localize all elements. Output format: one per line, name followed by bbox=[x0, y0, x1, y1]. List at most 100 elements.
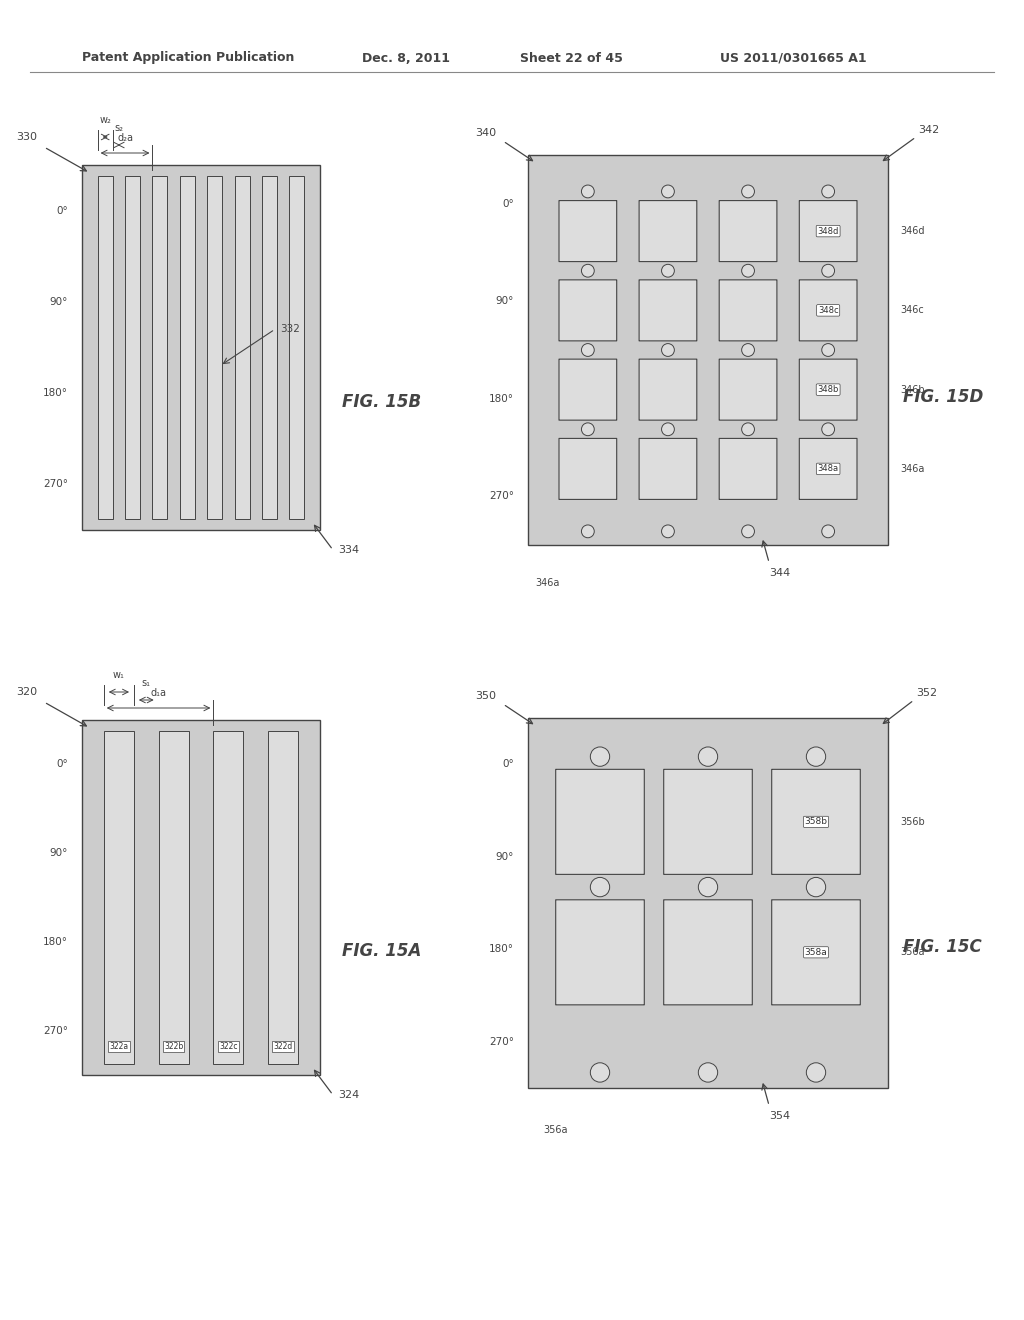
Text: 346c: 346c bbox=[900, 305, 924, 315]
Text: 348c: 348c bbox=[818, 306, 839, 315]
Bar bbox=[97, 176, 113, 519]
Bar bbox=[528, 154, 888, 545]
Bar bbox=[262, 176, 276, 519]
Text: 0°: 0° bbox=[502, 759, 514, 770]
Text: 322a: 322a bbox=[110, 1041, 128, 1051]
Text: 348b: 348b bbox=[817, 385, 839, 395]
Text: 270°: 270° bbox=[489, 491, 514, 502]
Text: 356a: 356a bbox=[900, 948, 925, 957]
Circle shape bbox=[698, 878, 718, 896]
Circle shape bbox=[590, 1063, 609, 1082]
Text: Dec. 8, 2011: Dec. 8, 2011 bbox=[362, 51, 450, 65]
Text: 342: 342 bbox=[918, 125, 939, 135]
Text: d₂a: d₂a bbox=[117, 133, 133, 143]
Text: 0°: 0° bbox=[502, 199, 514, 209]
Text: 322b: 322b bbox=[164, 1041, 183, 1051]
FancyBboxPatch shape bbox=[719, 438, 777, 499]
FancyBboxPatch shape bbox=[559, 280, 616, 341]
FancyBboxPatch shape bbox=[800, 280, 857, 341]
Bar bbox=[82, 719, 319, 1074]
Circle shape bbox=[821, 525, 835, 537]
Text: 346d: 346d bbox=[900, 226, 925, 236]
Text: FIG. 15A: FIG. 15A bbox=[342, 941, 421, 960]
Bar bbox=[207, 176, 222, 519]
Text: 358b: 358b bbox=[805, 817, 827, 826]
Circle shape bbox=[662, 343, 675, 356]
Bar bbox=[159, 731, 188, 1064]
Text: 350: 350 bbox=[475, 690, 497, 701]
Text: 354: 354 bbox=[769, 1111, 791, 1121]
Text: Sheet 22 of 45: Sheet 22 of 45 bbox=[520, 51, 623, 65]
Text: 344: 344 bbox=[769, 568, 791, 578]
Text: 356b: 356b bbox=[900, 817, 925, 826]
Text: 348a: 348a bbox=[817, 465, 839, 474]
Text: 332: 332 bbox=[280, 325, 300, 334]
Bar bbox=[103, 731, 134, 1064]
Circle shape bbox=[698, 1063, 718, 1082]
Bar bbox=[289, 176, 304, 519]
Text: 352: 352 bbox=[916, 688, 937, 698]
Circle shape bbox=[582, 343, 594, 356]
Text: s₂: s₂ bbox=[115, 123, 123, 133]
Bar bbox=[153, 176, 168, 519]
FancyBboxPatch shape bbox=[556, 900, 644, 1005]
FancyBboxPatch shape bbox=[800, 359, 857, 420]
Circle shape bbox=[582, 185, 594, 198]
Text: 346a: 346a bbox=[900, 463, 925, 474]
Circle shape bbox=[741, 422, 755, 436]
Text: 322c: 322c bbox=[219, 1041, 238, 1051]
Text: 180°: 180° bbox=[43, 937, 68, 946]
FancyBboxPatch shape bbox=[664, 770, 753, 874]
Text: 330: 330 bbox=[16, 132, 38, 143]
Text: 340: 340 bbox=[475, 128, 497, 139]
Text: 90°: 90° bbox=[49, 297, 68, 306]
Text: s₁: s₁ bbox=[141, 678, 151, 688]
FancyBboxPatch shape bbox=[772, 900, 860, 1005]
Text: 334: 334 bbox=[338, 545, 359, 554]
Bar bbox=[234, 176, 250, 519]
Text: FIG. 15B: FIG. 15B bbox=[342, 393, 421, 412]
Text: w₂: w₂ bbox=[99, 115, 112, 125]
Bar bbox=[82, 165, 319, 531]
FancyBboxPatch shape bbox=[772, 770, 860, 874]
Circle shape bbox=[662, 185, 675, 198]
Circle shape bbox=[741, 343, 755, 356]
Circle shape bbox=[741, 525, 755, 537]
Circle shape bbox=[806, 747, 825, 767]
Text: 320: 320 bbox=[16, 686, 38, 697]
FancyBboxPatch shape bbox=[639, 438, 696, 499]
Text: FIG. 15C: FIG. 15C bbox=[903, 939, 982, 957]
Circle shape bbox=[662, 422, 675, 436]
Text: w₁: w₁ bbox=[113, 671, 125, 680]
Bar bbox=[268, 731, 298, 1064]
Text: 348d: 348d bbox=[817, 227, 839, 235]
FancyBboxPatch shape bbox=[664, 900, 753, 1005]
Circle shape bbox=[582, 264, 594, 277]
Text: 346a: 346a bbox=[536, 578, 560, 587]
Text: 346b: 346b bbox=[900, 384, 925, 395]
Bar bbox=[125, 176, 140, 519]
Text: 180°: 180° bbox=[489, 944, 514, 954]
Text: 270°: 270° bbox=[43, 1026, 68, 1036]
FancyBboxPatch shape bbox=[800, 438, 857, 499]
Text: 0°: 0° bbox=[56, 206, 68, 215]
Circle shape bbox=[821, 264, 835, 277]
Text: FIG. 15D: FIG. 15D bbox=[903, 388, 983, 405]
Text: 90°: 90° bbox=[49, 849, 68, 858]
Circle shape bbox=[590, 747, 609, 767]
FancyBboxPatch shape bbox=[800, 201, 857, 261]
Text: 0°: 0° bbox=[56, 759, 68, 770]
Bar bbox=[213, 731, 244, 1064]
FancyBboxPatch shape bbox=[639, 280, 696, 341]
Circle shape bbox=[821, 422, 835, 436]
Text: 270°: 270° bbox=[43, 479, 68, 490]
Circle shape bbox=[582, 525, 594, 537]
Text: d₁a: d₁a bbox=[151, 688, 167, 698]
FancyBboxPatch shape bbox=[639, 359, 696, 420]
Text: 270°: 270° bbox=[489, 1036, 514, 1047]
Text: US 2011/0301665 A1: US 2011/0301665 A1 bbox=[720, 51, 866, 65]
FancyBboxPatch shape bbox=[559, 201, 616, 261]
FancyBboxPatch shape bbox=[559, 438, 616, 499]
Circle shape bbox=[590, 878, 609, 896]
Circle shape bbox=[741, 185, 755, 198]
